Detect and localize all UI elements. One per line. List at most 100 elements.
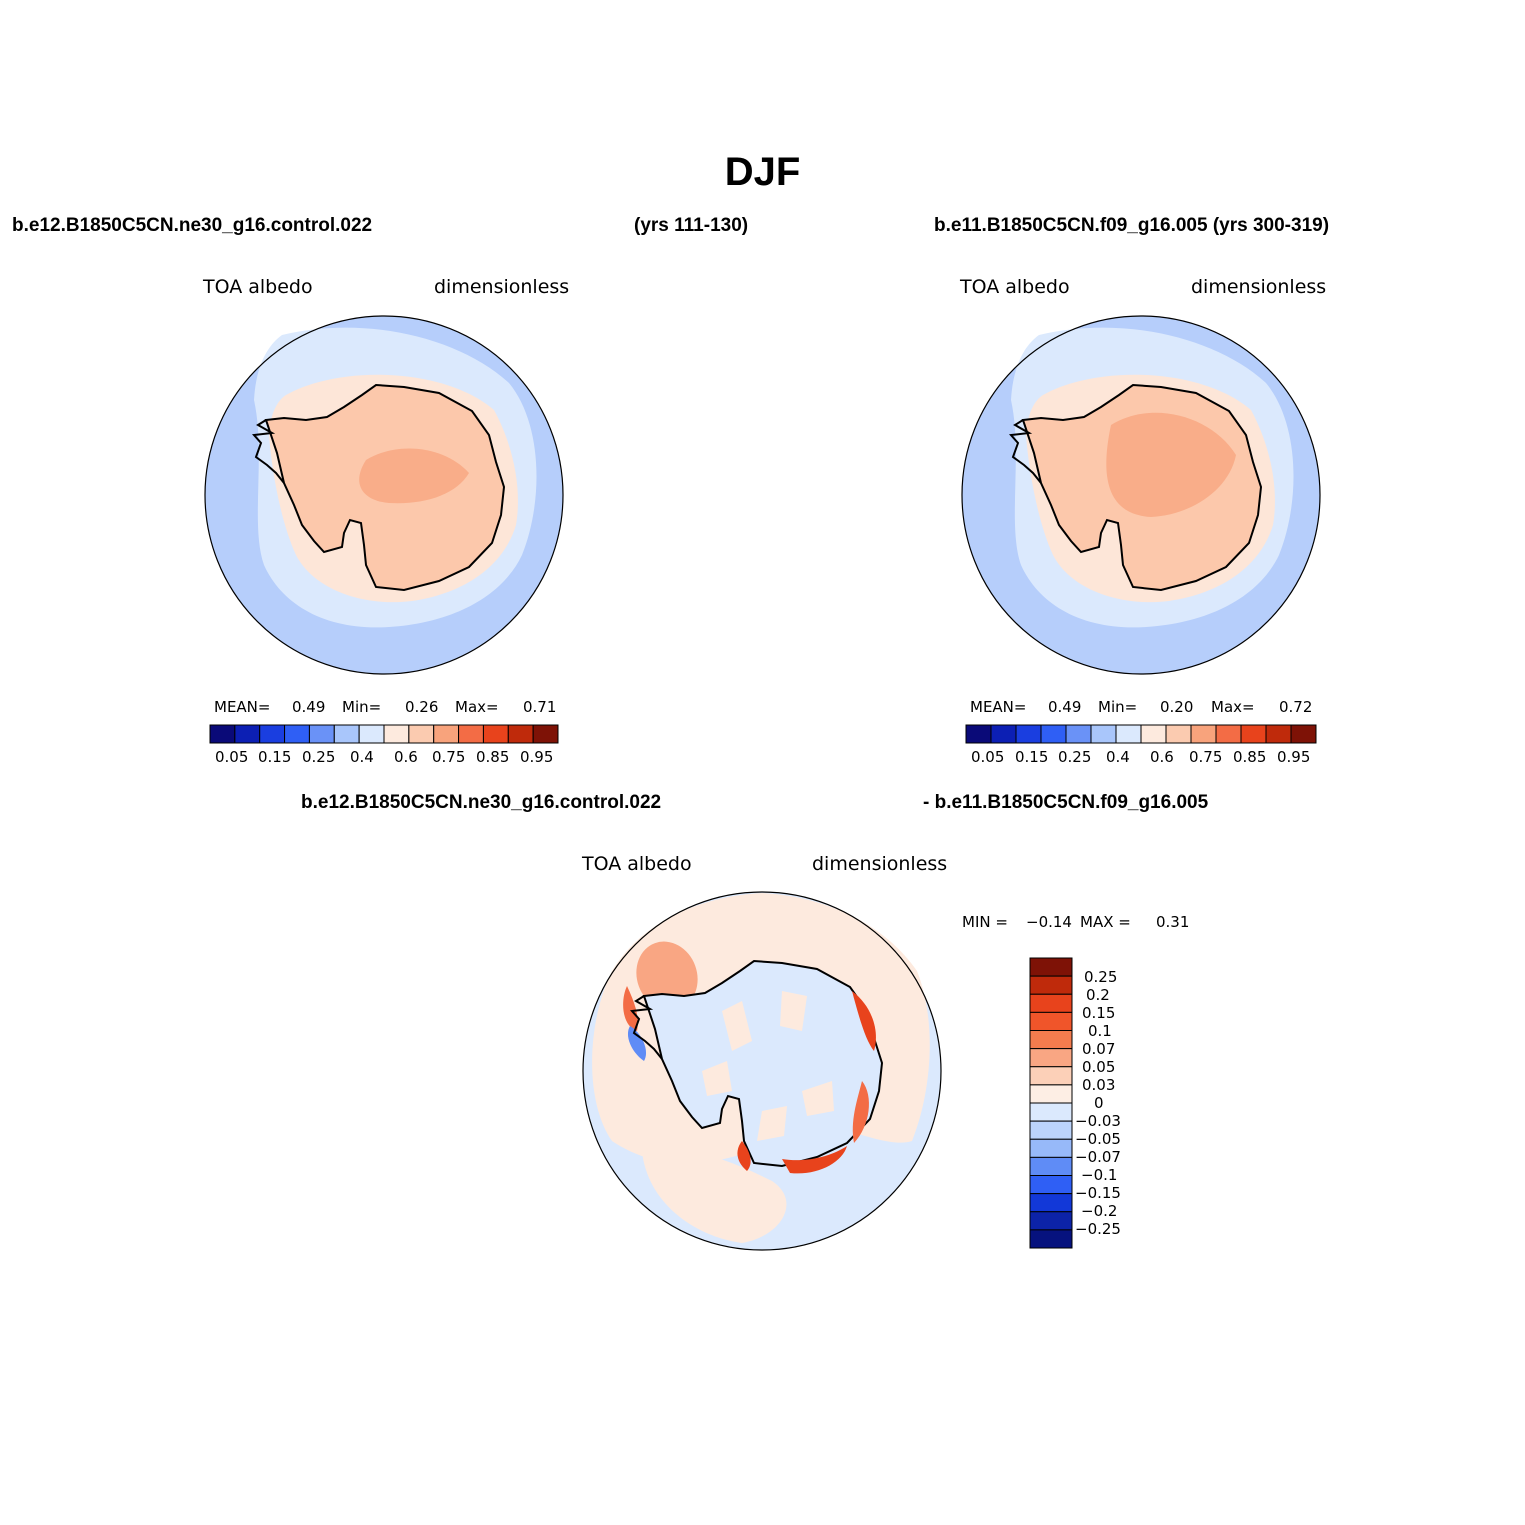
top-right-colorbar-label: 0.95 xyxy=(1277,748,1311,766)
top-right-colorbar-label: 0.85 xyxy=(1233,748,1267,766)
colorbar-swatch xyxy=(234,724,261,744)
difference-colorbar-label: 0.2 xyxy=(1086,986,1110,1004)
top-left-variable-label: TOA albedo xyxy=(203,276,313,298)
colorbar-swatch xyxy=(1029,1211,1073,1231)
top-left-max-label: Max= xyxy=(455,698,499,716)
difference-colorbar-label: 0.25 xyxy=(1084,968,1118,986)
colorbar-swatch xyxy=(532,724,559,744)
colorbar-swatch xyxy=(1265,724,1292,744)
colorbar-swatch xyxy=(209,724,236,744)
top-right-max-label: Max= xyxy=(1211,698,1255,716)
difference-colorbar-label: −0.15 xyxy=(1075,1184,1121,1202)
top-left-colorbar-label: 0.25 xyxy=(302,748,336,766)
top-right-max-value: 0.72 xyxy=(1279,698,1313,716)
difference-colorbar-label: 0.03 xyxy=(1082,1076,1116,1094)
top-left-colorbar-label: 0.6 xyxy=(394,748,418,766)
top-right-polar-map xyxy=(961,315,1321,675)
difference-colorbar xyxy=(1029,957,1073,1249)
colorbar-swatch xyxy=(284,724,310,744)
top-left-colorbar-label: 0.75 xyxy=(432,748,466,766)
colorbar-swatch xyxy=(1040,724,1067,744)
difference-colorbar-label: −0.2 xyxy=(1081,1202,1118,1220)
top-left-min-label: Min= xyxy=(342,698,382,716)
top-right-min-value: 0.20 xyxy=(1160,698,1194,716)
difference-variable-label: TOA albedo xyxy=(582,853,692,875)
colorbar-swatch xyxy=(482,724,509,744)
top-left-colorbar-label: 0.95 xyxy=(520,748,554,766)
difference-colorbar-label: −0.03 xyxy=(1075,1112,1121,1130)
top-left-min-value: 0.26 xyxy=(405,698,439,716)
top-left-colorbar xyxy=(209,724,559,744)
top-left-max-value: 0.71 xyxy=(523,698,557,716)
colorbar-swatch xyxy=(383,724,410,744)
top-left-polar-map xyxy=(204,315,564,675)
top-right-colorbar-label: 0.6 xyxy=(1150,748,1174,766)
top-left-colorbar-label: 0.4 xyxy=(350,748,374,766)
top-left-colorbar-label: 0.15 xyxy=(258,748,292,766)
colorbar-swatch xyxy=(408,724,435,744)
difference-max-label: MAX = xyxy=(1080,913,1131,931)
difference-title-right: - b.e11.B1850C5CN.f09_g16.005 xyxy=(923,792,1209,813)
top-left-years: (yrs 111-130) xyxy=(634,215,749,236)
colorbar-swatch xyxy=(1029,1011,1073,1032)
colorbar-swatch xyxy=(1190,724,1217,744)
top-right-min-label: Min= xyxy=(1098,698,1138,716)
difference-colorbar-label: 0.15 xyxy=(1082,1004,1116,1022)
colorbar-swatch xyxy=(1029,1084,1073,1104)
colorbar-swatch xyxy=(1140,724,1167,744)
difference-colorbar-label: −0.05 xyxy=(1075,1130,1121,1148)
colorbar-swatch xyxy=(990,724,1017,744)
top-right-case-title: b.e11.B1850C5CN.f09_g16.005 (yrs 300-319… xyxy=(934,215,1330,236)
colorbar-swatch xyxy=(1029,975,1073,995)
difference-colorbar-label: −0.07 xyxy=(1075,1148,1121,1166)
top-left-mean-label: MEAN= xyxy=(214,698,271,716)
colorbar-swatch xyxy=(507,724,534,744)
colorbar-swatch xyxy=(1090,724,1117,744)
top-right-mean-label: MEAN= xyxy=(970,698,1027,716)
top-left-colorbar-label: 0.85 xyxy=(476,748,510,766)
colorbar-swatch xyxy=(1165,724,1192,744)
difference-polar-map xyxy=(582,891,942,1251)
colorbar-swatch xyxy=(1290,724,1317,744)
top-left-colorbar-label: 0.05 xyxy=(215,748,249,766)
colorbar-swatch xyxy=(333,724,360,744)
colorbar-swatch xyxy=(1115,724,1142,744)
colorbar-swatch xyxy=(1015,724,1042,744)
colorbar-swatch xyxy=(1029,1193,1073,1213)
top-right-colorbar-label: 0.25 xyxy=(1058,748,1092,766)
top-right-mean-value: 0.49 xyxy=(1048,698,1082,716)
colorbar-swatch xyxy=(1029,993,1073,1013)
colorbar-swatch xyxy=(1215,724,1242,744)
colorbar-swatch xyxy=(1029,1120,1073,1140)
colorbar-swatch xyxy=(259,724,286,744)
top-left-mean-value: 0.49 xyxy=(292,698,326,716)
top-right-variable-label: TOA albedo xyxy=(960,276,1070,298)
colorbar-swatch xyxy=(1029,1229,1073,1249)
colorbar-swatch xyxy=(1029,1138,1073,1158)
season-title: DJF xyxy=(724,150,801,194)
colorbar-swatch xyxy=(433,724,460,744)
colorbar-swatch xyxy=(308,724,335,744)
difference-min-value: −0.14 xyxy=(1026,913,1072,931)
colorbar-swatch xyxy=(358,724,385,744)
colorbar-swatch xyxy=(1029,1102,1073,1122)
difference-min-label: MIN = xyxy=(962,913,1008,931)
colorbar-swatch xyxy=(1029,1156,1073,1177)
difference-colorbar-label: 0.07 xyxy=(1082,1040,1116,1058)
top-left-units-label: dimensionless xyxy=(434,276,570,298)
top-right-colorbar-label: 0.4 xyxy=(1106,748,1130,766)
top-right-colorbar-label: 0.05 xyxy=(971,748,1005,766)
colorbar-swatch xyxy=(1029,1048,1073,1068)
top-left-case-title: b.e12.B1850C5CN.ne30_g16.control.022 xyxy=(12,215,373,236)
difference-colorbar-label: 0.05 xyxy=(1082,1058,1116,1076)
top-right-units-label: dimensionless xyxy=(1191,276,1327,298)
difference-colorbar-label: −0.25 xyxy=(1075,1220,1121,1238)
difference-title-left: b.e12.B1850C5CN.ne30_g16.control.022 xyxy=(301,792,662,813)
colorbar-swatch xyxy=(1029,957,1073,977)
colorbar-swatch xyxy=(965,724,992,744)
top-right-colorbar-label: 0.75 xyxy=(1189,748,1223,766)
difference-colorbar-label: 0.1 xyxy=(1088,1022,1112,1040)
difference-colorbar-label: 0 xyxy=(1094,1094,1104,1112)
top-right-colorbar xyxy=(965,724,1317,744)
colorbar-swatch xyxy=(1029,1030,1073,1050)
